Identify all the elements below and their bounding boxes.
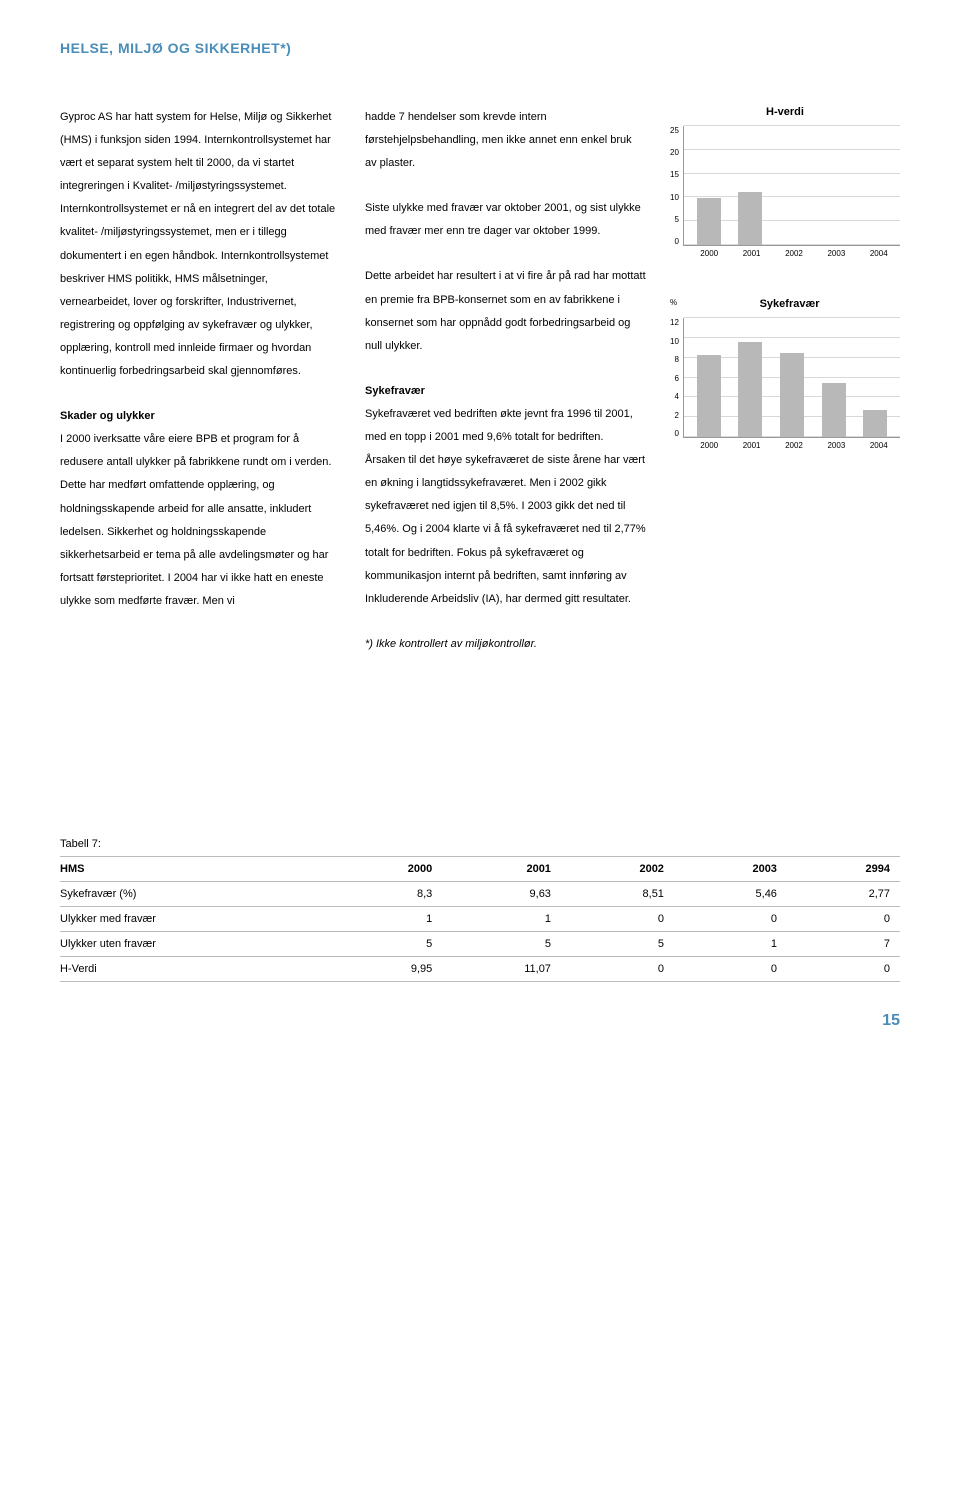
page-number: 15 [60, 1012, 900, 1030]
bar [697, 198, 721, 245]
column-left: Gyproc AS har hatt system for Helse, Mil… [60, 106, 341, 678]
paragraph: hadde 7 hendelser som krevde intern førs… [365, 106, 646, 175]
y-tick: 10 [670, 337, 679, 346]
table-cell: 0 [787, 906, 900, 931]
bar [697, 355, 721, 437]
hms-table: HMS20002001200220032994 Sykefravær (%)8,… [60, 856, 900, 982]
table-cell: 0 [674, 956, 787, 981]
table-cell: Ulykker med fravær [60, 906, 329, 931]
y-axis: 25 20 15 10 5 0 [670, 126, 683, 246]
paragraph: Skader og ulykker I 2000 iverksatte våre… [60, 405, 341, 613]
y-tick: 4 [674, 392, 678, 401]
table-cell: 8,51 [561, 881, 674, 906]
chart-plot [683, 318, 900, 438]
table-row: H-Verdi9,9511,07000 [60, 956, 900, 981]
x-tick: 2001 [743, 249, 761, 258]
table-cell: 0 [561, 956, 674, 981]
paragraph: Gyproc AS har hatt system for Helse, Mil… [60, 106, 341, 383]
table-cell: 0 [787, 956, 900, 981]
table-cell: Ulykker uten fravær [60, 931, 329, 956]
table-header: 2000 [329, 856, 442, 881]
table-cell: 7 [787, 931, 900, 956]
chart-hverdi: H-verdi 25 20 15 10 5 0 2000 2001 2002 2003 2004 [670, 106, 900, 258]
x-tick: 2002 [785, 441, 803, 450]
table-row: Ulykker uten fravær55517 [60, 931, 900, 956]
x-tick: 2002 [785, 249, 803, 258]
table-cell: 11,07 [442, 956, 561, 981]
y-tick: 25 [670, 126, 679, 135]
chart-title: H-verdi [670, 106, 900, 118]
table-header: 2001 [442, 856, 561, 881]
subheading: Sykefravær [365, 385, 425, 397]
table-cell: 1 [442, 906, 561, 931]
x-axis: 2000 2001 2002 2003 2004 [688, 441, 900, 450]
table-cell: 5 [329, 931, 442, 956]
x-tick: 2001 [743, 441, 761, 450]
y-axis: 12 10 8 6 4 2 0 [670, 318, 683, 438]
table-header: 2002 [561, 856, 674, 881]
y-tick: 12 [670, 318, 679, 327]
y-tick: 6 [674, 374, 678, 383]
table-cell: 5 [442, 931, 561, 956]
column-middle: hadde 7 hendelser som krevde intern førs… [365, 106, 646, 678]
y-tick: 15 [670, 170, 679, 179]
column-right: H-verdi 2520151050 20002001200220032004 … [670, 106, 900, 678]
paragraph: Dette arbeidet har resultert i at vi fir… [365, 265, 646, 357]
x-tick: 2004 [870, 441, 888, 450]
content-columns: Gyproc AS har hatt system for Helse, Mil… [60, 106, 900, 678]
y-tick: 20 [670, 148, 679, 157]
table-cell: 2,77 [787, 881, 900, 906]
table-cell: 0 [561, 906, 674, 931]
table-row: Ulykker med fravær11000 [60, 906, 900, 931]
table-cell: 1 [329, 906, 442, 931]
table-header: 2003 [674, 856, 787, 881]
table-cell: Sykefravær (%) [60, 881, 329, 906]
table-cell: 8,3 [329, 881, 442, 906]
table-label: Tabell 7: [60, 838, 900, 850]
chart-plot [683, 126, 900, 246]
x-tick: 2003 [827, 441, 845, 450]
y-tick: 10 [670, 193, 679, 202]
chart-title: Sykefravær [679, 298, 900, 310]
y-tick: 8 [674, 355, 678, 364]
bar [863, 410, 887, 437]
bar [780, 353, 804, 437]
x-tick: 2000 [700, 249, 718, 258]
x-axis: 2000 2001 2002 2003 2004 [688, 249, 900, 258]
paragraph-text: I 2000 iverksatte våre eiere BPB et prog… [60, 433, 331, 607]
table-row: Sykefravær (%)8,39,638,515,462,77 [60, 881, 900, 906]
y-tick: 2 [674, 411, 678, 420]
y-tick: 0 [674, 429, 678, 438]
table-cell: 1 [674, 931, 787, 956]
table-header: 2994 [787, 856, 900, 881]
x-tick: 2003 [827, 249, 845, 258]
bar [822, 383, 846, 437]
x-tick: 2000 [700, 441, 718, 450]
table-cell: 0 [674, 906, 787, 931]
bar [738, 192, 762, 245]
table-cell: 9,95 [329, 956, 442, 981]
y-axis-label: % [670, 298, 677, 307]
paragraph: Sykefravær Sykefraværet ved bedriften øk… [365, 380, 646, 611]
y-tick: 5 [674, 215, 678, 224]
chart-sykefravaer: % Sykefravær 121086420 20002001200220032… [670, 298, 900, 450]
table-cell: H-Verdi [60, 956, 329, 981]
subheading: Skader og ulykker [60, 410, 155, 422]
table-header: HMS [60, 856, 329, 881]
paragraph: Siste ulykke med fravær var oktober 2001… [365, 197, 646, 243]
y-tick: 0 [674, 237, 678, 246]
table-cell: 5 [561, 931, 674, 956]
x-tick: 2004 [870, 249, 888, 258]
table-cell: 5,46 [674, 881, 787, 906]
table-cell: 9,63 [442, 881, 561, 906]
footnote: *) Ikke kontrollert av miljøkontrollør. [365, 633, 646, 656]
page-title: HELSE, MILJØ OG SIKKERHET*) [60, 40, 900, 56]
paragraph-text: Sykefraværet ved bedriften økte jevnt fr… [365, 408, 646, 605]
table-section: Tabell 7: HMS20002001200220032994 Sykefr… [60, 838, 900, 982]
bar [738, 342, 762, 437]
